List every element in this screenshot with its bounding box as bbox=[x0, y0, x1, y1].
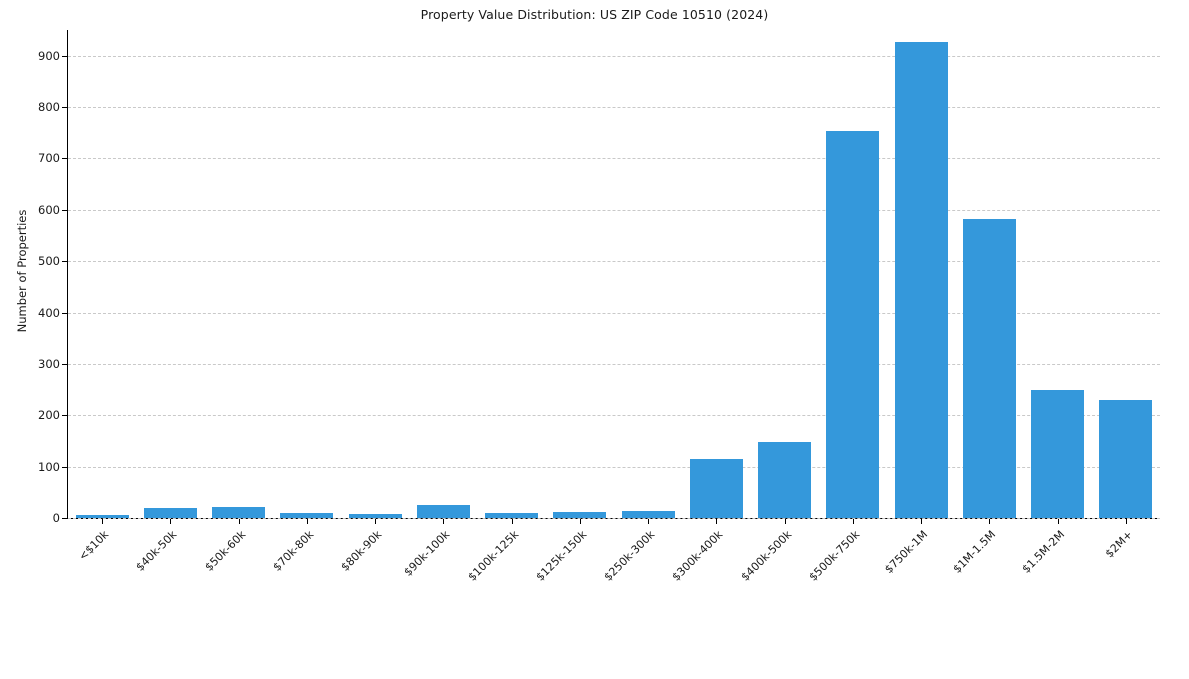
y-tick-label: 900 bbox=[38, 48, 60, 63]
x-tick-label: $750k-1M bbox=[882, 528, 931, 576]
x-tick-label: $125k-150k bbox=[533, 528, 590, 584]
chart-figure: Property Value Distribution: US ZIP Code… bbox=[15, 7, 1160, 584]
y-tick-mark bbox=[62, 466, 67, 468]
gridline bbox=[68, 312, 1160, 314]
x-tick-mark bbox=[579, 519, 581, 524]
x-tick-label: $1M-1.5M bbox=[950, 528, 999, 576]
gridline bbox=[68, 466, 1160, 468]
y-tick-label: 0 bbox=[52, 511, 60, 525]
plot-area bbox=[68, 30, 1160, 519]
bar bbox=[962, 219, 1016, 518]
bar bbox=[416, 505, 470, 518]
bar bbox=[1099, 399, 1153, 518]
y-tick-mark bbox=[62, 209, 67, 211]
y-tick-mark bbox=[62, 415, 67, 417]
bar bbox=[143, 507, 197, 518]
x-tick-label: $90k-100k bbox=[401, 528, 453, 579]
y-tick-mark bbox=[62, 312, 67, 314]
x-tick-mark bbox=[1125, 519, 1127, 524]
gridline bbox=[68, 107, 1160, 109]
x-tick-mark bbox=[1057, 519, 1059, 524]
x-tick-mark bbox=[921, 519, 923, 524]
bar bbox=[689, 458, 743, 518]
bar bbox=[212, 506, 266, 518]
y-tick-mark bbox=[62, 261, 67, 263]
bar bbox=[75, 515, 129, 518]
bar bbox=[1031, 389, 1085, 518]
y-tick-label: 600 bbox=[38, 202, 60, 217]
chart-title: Property Value Distribution: US ZIP Code… bbox=[420, 7, 769, 22]
gridline bbox=[68, 209, 1160, 211]
x-tick-label: $500k-750k bbox=[806, 528, 863, 584]
x-tick-mark bbox=[852, 519, 854, 524]
gridline bbox=[68, 261, 1160, 263]
y-axis-line bbox=[67, 30, 68, 519]
y-tick-mark bbox=[62, 363, 67, 365]
bar bbox=[758, 441, 812, 518]
x-tick-label: $100k-125k bbox=[465, 528, 521, 584]
x-tick-mark bbox=[443, 519, 445, 524]
x-tick-mark bbox=[716, 519, 718, 524]
x-tick-label: $80k-90k bbox=[338, 528, 385, 574]
y-tick-label: 400 bbox=[38, 305, 60, 320]
x-tick-mark bbox=[989, 519, 991, 524]
bar bbox=[485, 512, 539, 518]
gridline bbox=[68, 518, 1160, 519]
x-tick-mark bbox=[511, 519, 513, 524]
y-tick-mark bbox=[62, 158, 67, 160]
x-tick-label: $400k-500k bbox=[738, 528, 794, 584]
y-tick-mark bbox=[62, 107, 67, 109]
bar bbox=[894, 42, 948, 518]
x-tick-mark bbox=[784, 519, 786, 524]
x-tick-label: $70k-80k bbox=[270, 528, 317, 574]
x-tick-mark bbox=[238, 519, 240, 524]
y-tick-label: 200 bbox=[38, 408, 60, 423]
y-tick-label: 800 bbox=[38, 100, 60, 115]
x-tick-label: $1.5M-2M bbox=[1019, 528, 1067, 576]
x-tick-mark bbox=[306, 519, 308, 524]
x-tick-label: $300k-400k bbox=[669, 528, 726, 584]
gridline bbox=[68, 363, 1160, 365]
y-tick-mark bbox=[62, 55, 67, 57]
y-tick-label: 700 bbox=[38, 151, 60, 166]
x-tick-mark bbox=[102, 519, 104, 524]
x-tick-label: $40k-50k bbox=[133, 528, 180, 574]
bar bbox=[621, 510, 675, 518]
x-tick-label: $2M+ bbox=[1102, 528, 1136, 561]
y-tick-label: 500 bbox=[38, 254, 60, 269]
x-tick-label: $50k-60k bbox=[202, 528, 248, 574]
x-tick-mark bbox=[170, 519, 172, 524]
gridline bbox=[68, 158, 1160, 160]
y-tick-label: 100 bbox=[38, 459, 60, 474]
x-tick-label: $250k-300k bbox=[601, 528, 658, 584]
bar bbox=[280, 512, 334, 518]
gridline bbox=[68, 415, 1160, 417]
y-tick-mark bbox=[62, 518, 67, 519]
y-tick-label: 300 bbox=[38, 356, 60, 371]
x-tick-mark bbox=[375, 519, 377, 524]
bar bbox=[348, 513, 402, 518]
gridline bbox=[68, 55, 1160, 57]
bar bbox=[826, 131, 880, 518]
bar bbox=[553, 511, 607, 518]
x-tick-mark bbox=[648, 519, 650, 524]
